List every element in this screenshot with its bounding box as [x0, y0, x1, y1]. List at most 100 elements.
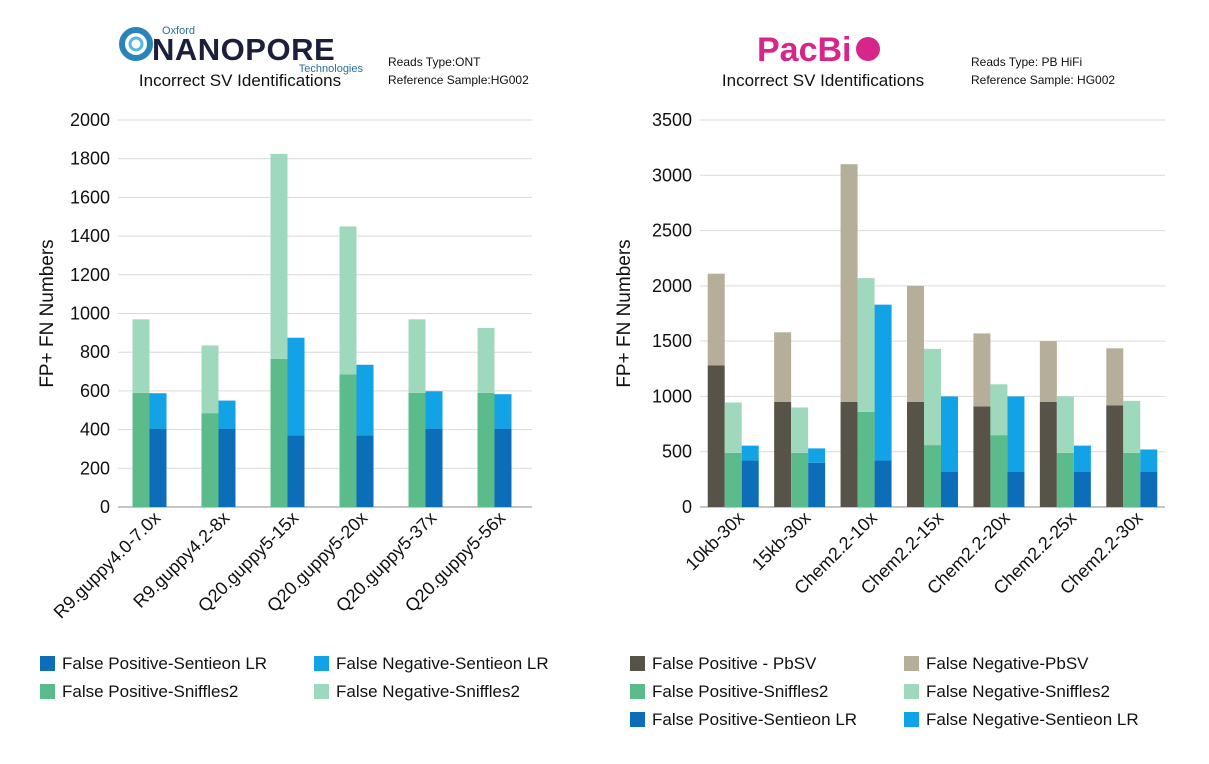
legend-label: False Negative-PbSV	[926, 654, 1089, 673]
ont-helix-icon	[119, 27, 153, 61]
x-tick-label: 15kb-30x	[748, 508, 815, 575]
bar-false-negative-sentieon-lr	[874, 304, 892, 461]
bar-false-positive-sniffles2	[1123, 452, 1141, 507]
bar-false-positive-sentieon-lr	[149, 428, 167, 507]
legend-label: False Positive-Sentieon LR	[652, 710, 857, 729]
bar-false-positive-sentieon-lr	[287, 435, 305, 507]
bar-false-negative-sniffles2	[339, 226, 357, 375]
bar-false-positive-pbsv	[707, 365, 725, 507]
legend-label: False Negative-Sentieon LR	[926, 710, 1139, 729]
bar-false-negative-sentieon-lr	[149, 393, 167, 429]
bar-false-positive-sniffles2	[1056, 452, 1074, 507]
legend-swatch	[314, 656, 329, 671]
bar-false-positive-sniffles2	[791, 452, 809, 507]
bar-false-positive-sentieon-lr	[1073, 471, 1091, 507]
bar-false-negative-sentieon-lr	[741, 445, 759, 461]
y-tick-label: 1200	[70, 265, 110, 285]
y-tick-label: 2000	[70, 110, 110, 130]
bar-false-negative-sentieon-lr	[808, 448, 826, 463]
bar-false-negative-sniffles2	[477, 328, 495, 393]
y-tick-label: 1600	[70, 187, 110, 207]
bar-false-positive-pbsv	[973, 406, 991, 507]
bar-false-positive-sentieon-lr	[941, 471, 958, 507]
bar-false-negative-sentieon-lr	[218, 400, 236, 429]
bar-false-positive-sentieon-lr	[356, 435, 374, 507]
bar-false-positive-sniffles2	[408, 392, 426, 507]
legend-label: False Positive-Sentieon LR	[62, 654, 267, 673]
bar-false-positive-sentieon-lr	[218, 428, 236, 507]
y-tick-label: 1800	[70, 149, 110, 169]
bar-false-negative-pbsv	[840, 164, 858, 402]
bar-false-negative-sentieon-lr	[941, 396, 958, 472]
legend-label: False Positive - PbSV	[652, 654, 817, 673]
bar-false-positive-pbsv	[840, 401, 858, 507]
bar-false-negative-sniffles2	[1123, 400, 1141, 453]
y-tick-label: 2000	[652, 276, 692, 296]
bar-false-negative-sentieon-lr	[425, 391, 443, 429]
bar-false-negative-sniffles2	[990, 384, 1008, 436]
bar-false-negative-sentieon-lr	[356, 364, 374, 436]
bar-false-negative-sniffles2	[1056, 396, 1074, 453]
bar-false-negative-pbsv	[1039, 341, 1057, 402]
legend-label: False Positive-Sniffles2	[62, 682, 238, 701]
legend-swatch	[314, 684, 329, 699]
chart-title: Incorrect SV Identifications	[722, 71, 924, 90]
bar-false-positive-sniffles2	[132, 392, 150, 507]
bar-false-negative-sentieon-lr	[1007, 396, 1025, 472]
legend-label: False Negative-Sentieon LR	[336, 654, 549, 673]
pacbio-logo-dot-icon	[856, 37, 880, 61]
pacbio-logo-text: PacBi	[757, 31, 852, 69]
ont-logo: Oxford NANOPORE Technologies	[119, 25, 364, 75]
pacbio-reads-type: Reads Type: PB HiFi	[971, 55, 1082, 69]
bar-false-positive-sentieon-lr	[741, 460, 759, 507]
bar-false-positive-pbsv	[1106, 405, 1124, 507]
y-tick-label: 1500	[652, 331, 692, 351]
ont-chart: Incorrect SV Identifications 0 200 400 600 80…	[37, 71, 549, 701]
y-tick-label: 3500	[652, 110, 692, 130]
legend-swatch	[630, 684, 645, 699]
bar-false-positive-sentieon-lr	[1140, 471, 1158, 507]
y-tick-label: 800	[80, 342, 110, 362]
y-tick-label: 0	[100, 497, 110, 517]
bar-false-negative-pbsv	[973, 333, 991, 407]
bar-false-negative-sentieon-lr	[1140, 449, 1158, 472]
bar-false-positive-sniffles2	[270, 358, 288, 507]
bar-false-negative-sentieon-lr	[1073, 445, 1091, 472]
bar-false-negative-sniffles2	[270, 153, 288, 359]
bar-false-negative-sentieon-lr	[287, 337, 305, 436]
bar-false-positive-sentieon-lr	[425, 428, 443, 507]
y-tick-label: 400	[80, 420, 110, 440]
y-tick-label: 200	[80, 458, 110, 478]
bar-false-negative-sniffles2	[132, 319, 150, 393]
legend-label: False Negative-Sniffles2	[336, 682, 520, 701]
chart-title: Incorrect SV Identifications	[139, 71, 341, 90]
ont-logo-technologies: Technologies	[299, 63, 364, 75]
legend-swatch	[904, 656, 919, 671]
ont-logo-nanopore: NANOPORE	[152, 32, 335, 67]
legend-swatch	[40, 684, 55, 699]
y-tick-label: 500	[662, 442, 692, 462]
ont-reads-type: Reads Type:ONT	[388, 55, 481, 69]
bar-false-positive-sniffles2	[857, 411, 875, 507]
ont-logo-oxford: Oxford	[162, 25, 195, 37]
bar-false-positive-sniffles2	[990, 435, 1008, 507]
bar-false-negative-sniffles2	[201, 345, 219, 414]
pacbio-chart: Incorrect SV Identifications 0 500 1000 1500…	[614, 71, 1165, 729]
x-tick-label: 10kb-30x	[682, 508, 749, 575]
bar-false-positive-sniffles2	[339, 374, 357, 507]
y-tick-label: 600	[80, 381, 110, 401]
bar-false-positive-sentieon-lr	[874, 460, 892, 507]
bar-false-positive-sniffles2	[724, 452, 742, 507]
bar-false-negative-sniffles2	[857, 278, 875, 412]
bar-false-negative-sentieon-lr	[494, 394, 512, 429]
legend-swatch	[630, 712, 645, 727]
bar-false-negative-pbsv	[1106, 348, 1124, 406]
bar-false-positive-sentieon-lr	[1007, 471, 1025, 507]
bar-false-positive-sniffles2	[477, 392, 495, 507]
legend-swatch	[630, 656, 645, 671]
ont-reference-sample: Reference Sample:HG002	[388, 73, 529, 87]
y-axis-label: FP+ FN Numbers	[37, 239, 58, 387]
y-axis-label: FP+ FN Numbers	[614, 239, 635, 387]
bar-false-negative-sniffles2	[408, 319, 426, 393]
bar-false-positive-pbsv	[774, 401, 792, 507]
